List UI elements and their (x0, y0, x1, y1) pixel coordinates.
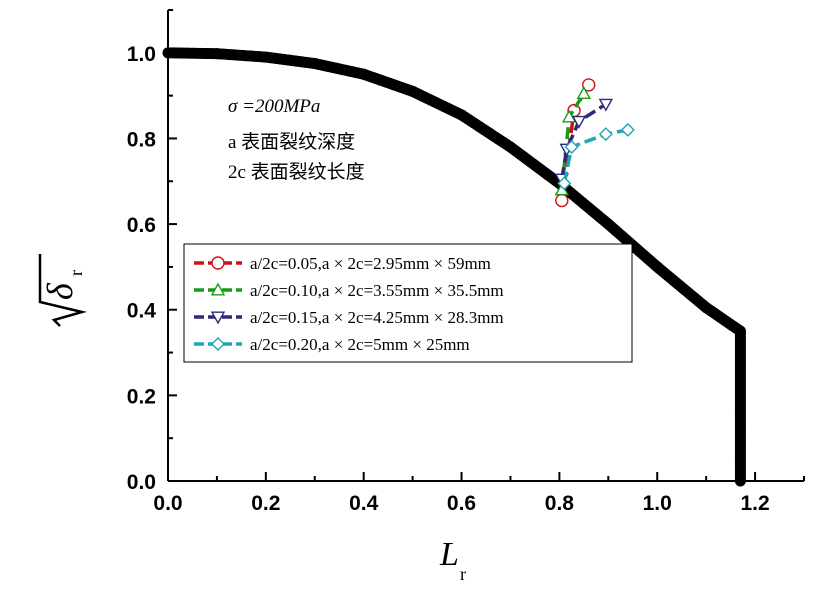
triangle-down-marker (571, 115, 587, 129)
diamond-marker (564, 140, 579, 155)
y-axis-title-main: δ (40, 282, 80, 300)
y-tick-label: 0.0 (127, 471, 156, 494)
length-note: 2c 表面裂纹长度 (228, 161, 365, 183)
circle-marker (211, 256, 225, 270)
x-tick-label: 0.0 (153, 492, 182, 515)
series-line (560, 102, 607, 180)
legend-item: a/2c=0.05,a × 2c=2.95mm × 59mm (194, 254, 491, 273)
y-tick-label: 0.2 (127, 385, 156, 408)
legend-label: a/2c=0.15,a × 2c=4.25mm × 28.3mm (250, 308, 504, 327)
sqrt-sign (38, 254, 87, 327)
x-tick-label: 0.4 (349, 492, 379, 515)
x-axis-title-sub: r (460, 564, 466, 584)
x-tick-label: 1.0 (643, 492, 672, 515)
legend-label: a/2c=0.20,a × 2c=5mm × 25mm (250, 335, 470, 354)
y-tick-label: 0.4 (127, 300, 157, 323)
y-axis-title: δ r (38, 254, 87, 327)
assessment-curve (162, 47, 746, 487)
y-tick-label: 1.0 (127, 43, 156, 66)
x-tick-label: 1.2 (740, 492, 769, 515)
diamond-marker (620, 122, 635, 137)
y-tick-label: 0.8 (127, 128, 157, 151)
circle-marker (582, 78, 596, 92)
depth-note: a 表面裂纹深度 (228, 131, 355, 153)
legend-item: a/2c=0.20,a × 2c=5mm × 25mm (194, 335, 470, 354)
series-line (562, 128, 629, 184)
circle-marker (555, 193, 569, 208)
diamond-marker (211, 337, 225, 351)
series-3 (554, 98, 614, 187)
triangle-down-marker (210, 311, 226, 325)
y-tick-label: 0.6 (127, 214, 156, 237)
x-tick-label: 0.2 (251, 492, 280, 515)
axes (167, 9, 805, 482)
diamond-marker (557, 176, 572, 191)
legend-item: a/2c=0.10,a × 2c=3.55mm × 35.5mm (194, 281, 504, 300)
annotation-block: σ =200MPa a 表面裂纹深度 2c 表面裂纹长度 (228, 96, 365, 183)
triangle-up-marker (210, 282, 226, 296)
tick-labels: 0.0 0.2 0.4 0.6 0.8 1.0 1.2 0.0 0.2 0.4 0.6 0.8 1.0 (127, 43, 770, 515)
legend: a/2c=0.05,a × 2c=2.95mm × 59mm a/2c=0.10,… (183, 243, 633, 363)
legend-label: a/2c=0.10,a × 2c=3.55mm × 35.5mm (250, 281, 504, 300)
data-series (554, 78, 635, 208)
legend-box (183, 243, 633, 363)
legend-item: a/2c=0.15,a × 2c=4.25mm × 28.3mm (194, 308, 504, 327)
triangle-up-marker (576, 86, 592, 99)
triangle-down-marker (598, 98, 614, 112)
stress-note: σ =200MPa (228, 96, 320, 117)
legend-label: a/2c=0.05,a × 2c=2.95mm × 59mm (250, 254, 491, 273)
x-axis-title: L r (439, 536, 466, 584)
series-4 (557, 122, 635, 191)
y-axis-title-sub: r (66, 270, 86, 276)
x-tick-label: 0.8 (545, 492, 575, 515)
x-axis-title-main: L (439, 536, 459, 573)
diamond-marker (598, 127, 613, 142)
x-tick-label: 0.6 (447, 492, 476, 515)
